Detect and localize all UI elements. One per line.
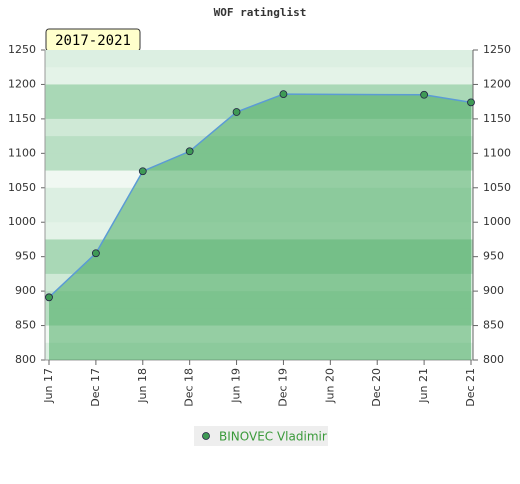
x-tick-label: Jun 17 (42, 368, 55, 404)
y-tick-label: 1100 (8, 146, 36, 159)
y-tick-label: 1050 (8, 181, 36, 194)
x-tick-label: Dec 18 (183, 368, 196, 407)
x-tick-label: Dec 17 (89, 368, 102, 407)
y2-tick-label: 1100 (483, 146, 511, 159)
marker (279, 90, 288, 98)
y-tick-label: 800 (15, 353, 36, 366)
x-tick-label: Dec 19 (276, 368, 289, 407)
y-tick-label: 900 (15, 284, 36, 297)
x-tick-label: Dec 20 (370, 368, 383, 407)
marker (45, 293, 53, 302)
y-tick-label: 1200 (8, 77, 36, 90)
y2-tick-label: 850 (483, 319, 504, 332)
chart-title: WOF ratinglist (214, 6, 307, 19)
marker (185, 147, 194, 156)
legend: BINOVEC Vladimir (194, 426, 328, 446)
x-tick-label: Jun 20 (323, 368, 336, 404)
area (49, 94, 471, 360)
stripe (45, 50, 473, 68)
marker (138, 167, 147, 176)
line (48, 93, 472, 298)
y2-tick-label: 1150 (483, 112, 511, 125)
x-tick-label: Jun 21 (417, 368, 430, 404)
y-tick-label: 1000 (8, 215, 36, 228)
marker (420, 90, 429, 99)
marker (91, 249, 100, 258)
legend-marker (202, 432, 210, 440)
legend-box (194, 426, 328, 446)
y2-tick-label: 1250 (483, 43, 511, 56)
y2-tick-label: 950 (483, 250, 504, 263)
badge: 2017-2021 (55, 33, 131, 49)
y2-tick-label: 900 (483, 284, 504, 297)
y2-tick-label: 1000 (483, 215, 511, 228)
x-tick-label: Dec 21 (464, 368, 477, 407)
y2-tick-label: 1050 (483, 181, 511, 194)
y-tick-label: 850 (15, 319, 36, 332)
y-tick-label: 950 (15, 250, 36, 263)
stripe (45, 67, 473, 85)
x-tick-label: Jun 19 (230, 368, 243, 404)
y-tick-label: 1250 (8, 43, 36, 56)
legend-label: BINOVEC Vladimir (219, 430, 327, 444)
y-tick-label: 1150 (8, 112, 36, 125)
y2-tick-label: 800 (483, 353, 504, 366)
marker (232, 108, 241, 116)
x-tick-label: Jun 18 (136, 368, 149, 404)
marker (467, 98, 475, 107)
y2-tick-label: 1200 (483, 77, 511, 90)
